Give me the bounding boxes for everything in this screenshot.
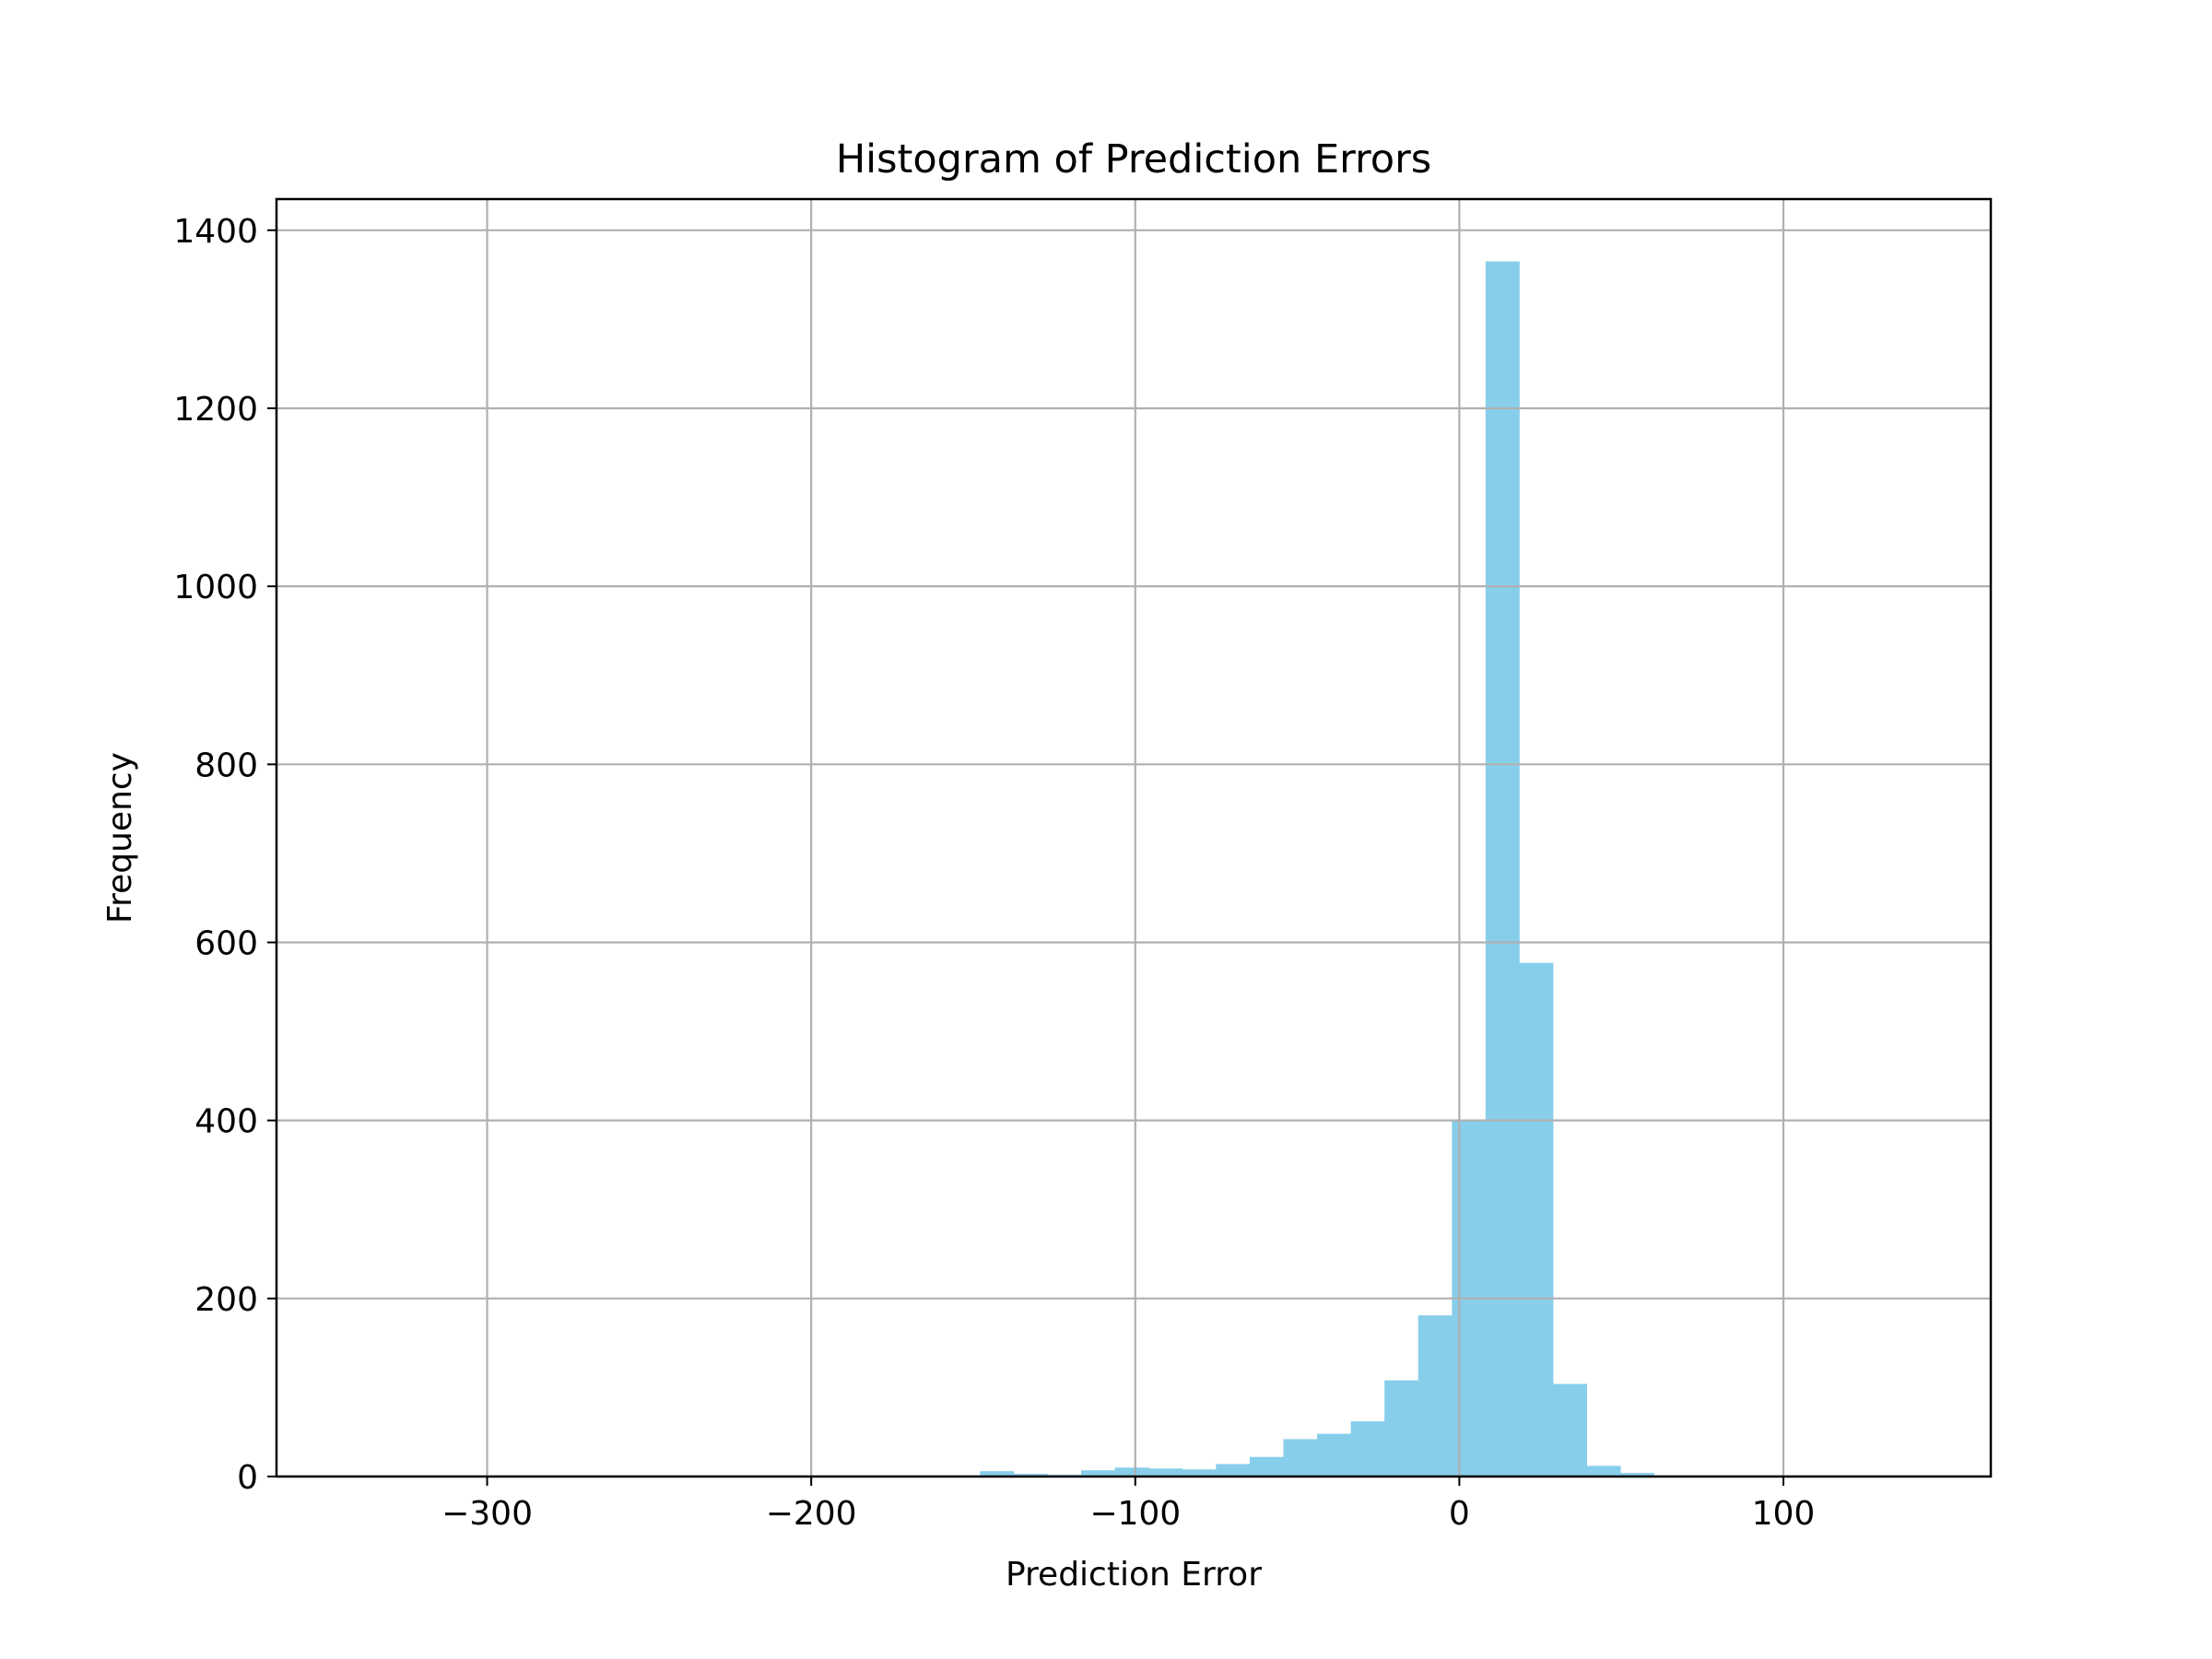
histogram-bar (1182, 1469, 1217, 1477)
histogram-bar (1485, 261, 1520, 1477)
histogram-bar (1283, 1439, 1318, 1477)
x-tick-label: 0 (1449, 1495, 1470, 1533)
histogram-bar (1081, 1470, 1116, 1477)
x-axis-ticks: −300 −200 −100 0 100 (441, 1477, 1815, 1533)
chart-title: Histogram of Prediction Errors (836, 136, 1431, 182)
x-tick-label: −300 (441, 1495, 533, 1533)
histogram-bar (1586, 1465, 1621, 1477)
y-axis-label: Frequency (101, 752, 139, 924)
x-tick-label: 100 (1752, 1495, 1816, 1533)
histogram-bar (1418, 1315, 1453, 1477)
y-tick-label: 1400 (173, 213, 258, 251)
histogram-bar (1350, 1421, 1385, 1477)
x-axis-label: Prediction Error (1006, 1556, 1262, 1594)
histogram-bar (980, 1471, 1015, 1477)
x-tick-label: −200 (766, 1495, 857, 1533)
histogram-bar (1013, 1474, 1048, 1477)
y-axis-ticks: 0 200 400 600 800 1000 1200 1400 (173, 213, 276, 1497)
y-tick-label: 400 (194, 1103, 258, 1141)
plot-frame (275, 197, 1993, 1478)
histogram-bar (1148, 1468, 1183, 1477)
x-tick-label: −100 (1089, 1495, 1181, 1533)
histogram-bar (1620, 1473, 1655, 1477)
histogram-bar (1317, 1433, 1351, 1477)
histogram-bar (1519, 962, 1554, 1477)
histogram-bar (1114, 1467, 1149, 1477)
histogram-bar (1552, 1383, 1587, 1477)
y-tick-label: 1000 (173, 569, 258, 606)
y-tick-label: 0 (237, 1459, 258, 1497)
histogram-bar (1249, 1456, 1284, 1477)
histogram-bar (1216, 1464, 1251, 1477)
y-tick-label: 800 (194, 747, 258, 784)
y-tick-label: 1200 (173, 391, 258, 429)
y-tick-label: 200 (194, 1281, 258, 1319)
histogram-bar (1384, 1380, 1419, 1477)
y-tick-label: 600 (194, 924, 258, 962)
